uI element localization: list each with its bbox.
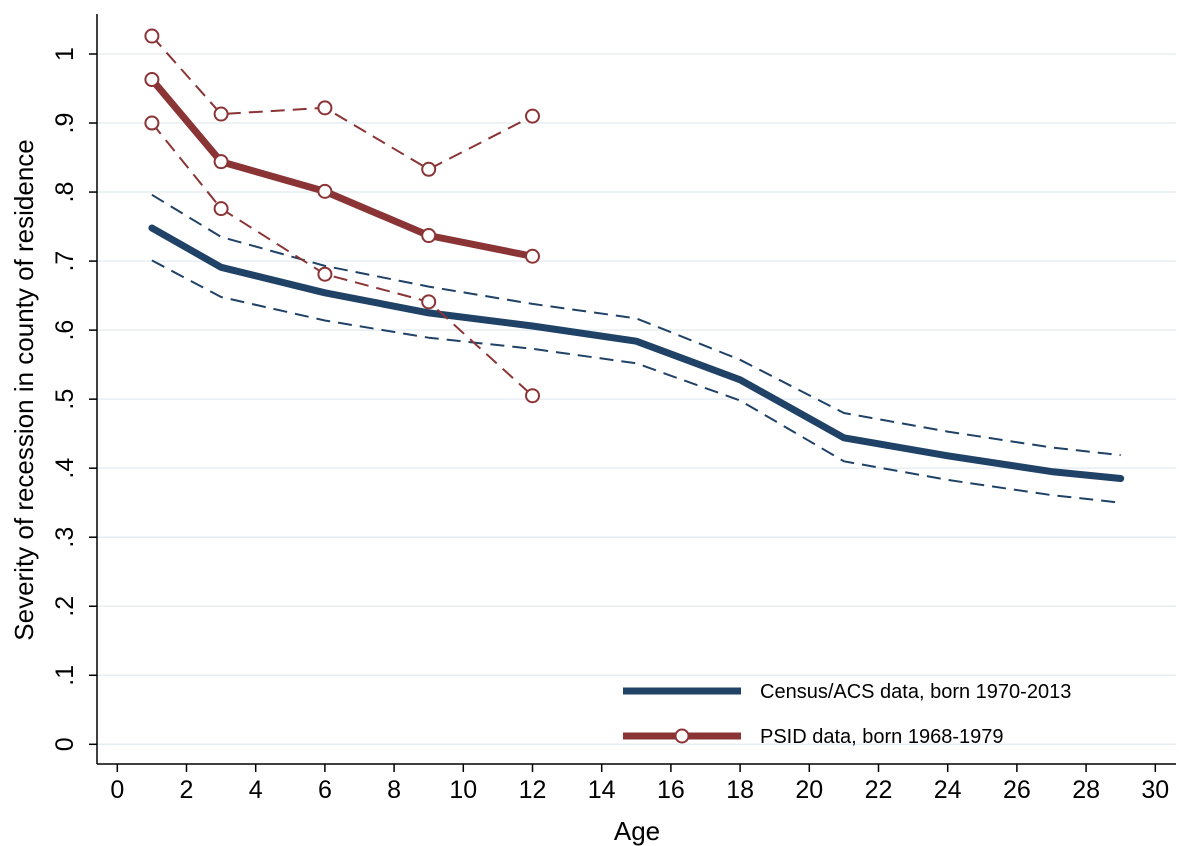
axes — [96, 14, 1176, 765]
y-tick-label: .1 — [51, 665, 79, 686]
y-axis-ticks: 0 .1 .2 .3 .4 .5 .6 .7 .8 .9 1 — [51, 47, 97, 751]
series-line-1 — [151, 193, 1121, 457]
x-tick-label: 28 — [1072, 776, 1100, 804]
series-4-marker — [213, 106, 229, 122]
legend: Census/ACS data, born 1970-2013 PSID dat… — [623, 681, 1071, 748]
series-3-marker — [213, 154, 229, 170]
series-3-marker — [421, 228, 437, 244]
series-line-0 — [148, 224, 1125, 482]
x-tick-label: 26 — [1003, 776, 1031, 804]
gridlines — [97, 53, 1176, 746]
series-5-marker — [144, 115, 160, 131]
y-tick-label: 0 — [51, 737, 79, 751]
series-5-marker — [317, 266, 333, 282]
x-tick-label: 6 — [318, 776, 332, 804]
y-tick-label: .3 — [51, 527, 79, 548]
legend-swatch-psid-marker — [674, 728, 690, 744]
series-3-marker — [144, 72, 160, 88]
y-tick-label: .5 — [51, 389, 79, 410]
y-tick-label: .2 — [51, 596, 79, 617]
x-tick-label: 20 — [795, 776, 823, 804]
y-tick-label: 1 — [51, 47, 79, 61]
y-axis-title: Severity of recession in county of resid… — [9, 139, 39, 640]
series-4-marker — [421, 161, 437, 177]
y-tick-label: .8 — [51, 182, 79, 203]
x-axis-title: Age — [614, 816, 660, 846]
x-tick-label: 22 — [865, 776, 893, 804]
legend-label-census: Census/ACS data, born 1970-2013 — [760, 681, 1071, 703]
series-5-marker — [213, 201, 229, 217]
y-tick-label: .4 — [51, 458, 79, 479]
series-layer — [144, 28, 1125, 504]
series-line-2 — [151, 259, 1121, 504]
x-axis-ticks: 0 2 4 6 8 10 12 14 16 18 20 22 24 26 28 30 — [110, 764, 1169, 804]
x-tick-label: 0 — [110, 776, 124, 804]
series-4-marker — [317, 100, 333, 116]
x-tick-label: 8 — [387, 776, 401, 804]
y-tick-label: .6 — [51, 320, 79, 341]
series-4-marker — [144, 28, 160, 44]
x-tick-label: 2 — [180, 776, 194, 804]
y-tick-label: .9 — [51, 113, 79, 134]
x-tick-label: 14 — [588, 776, 616, 804]
series-4-marker — [525, 108, 540, 124]
series-5-marker — [421, 294, 437, 310]
x-tick-label: 10 — [449, 776, 477, 804]
x-tick-label: 12 — [519, 776, 547, 804]
x-tick-label: 30 — [1141, 776, 1169, 804]
series-3-marker — [525, 248, 540, 264]
x-tick-label: 4 — [249, 776, 263, 804]
y-tick-label: .7 — [51, 251, 79, 272]
x-tick-label: 18 — [726, 776, 754, 804]
legend-label-psid: PSID data, born 1968-1979 — [760, 726, 1004, 748]
series-5-marker — [525, 388, 540, 404]
x-tick-label: 16 — [657, 776, 685, 804]
series-3-marker — [317, 183, 333, 199]
x-tick-label: 24 — [934, 776, 962, 804]
